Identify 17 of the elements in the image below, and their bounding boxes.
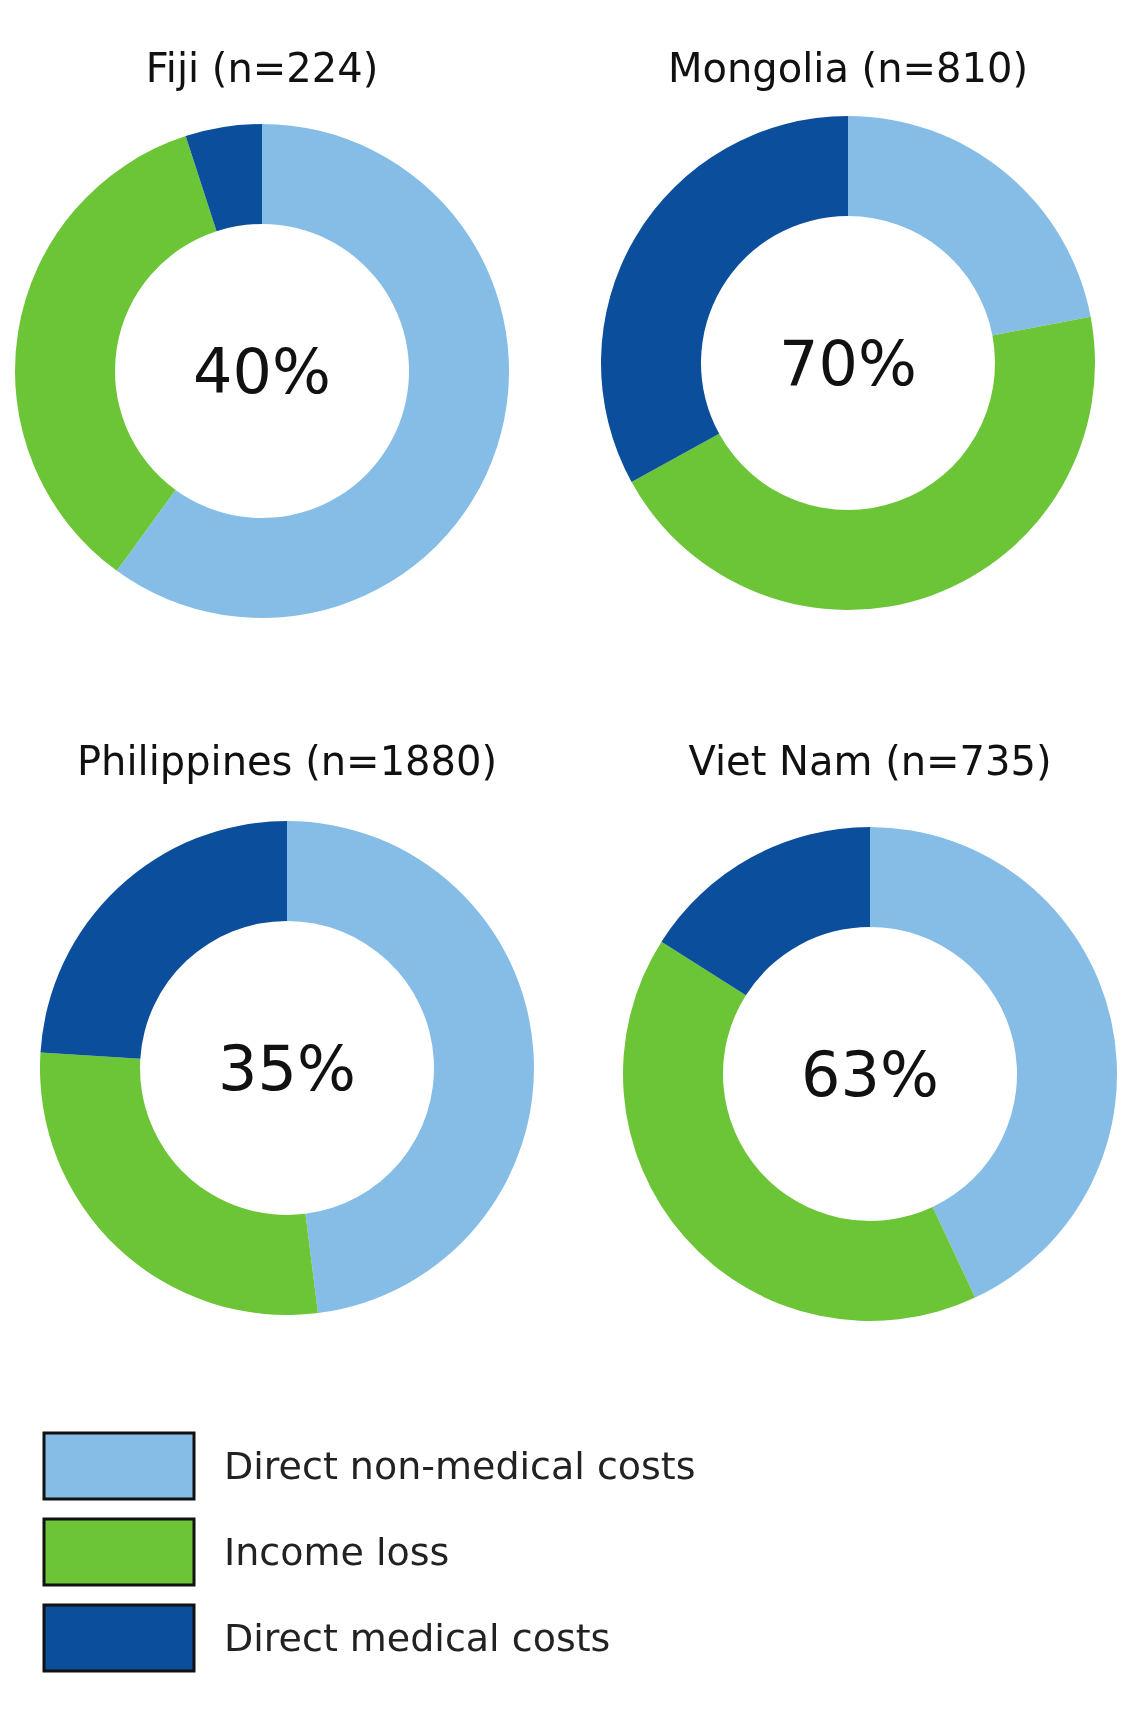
donut-slice (848, 116, 1091, 336)
chart-title: Philippines (n=1880) (76, 738, 498, 784)
text: 70% (779, 327, 917, 400)
text: 63% (801, 1038, 939, 1111)
chart-title: Fiji (n=224) (145, 45, 379, 91)
chart-title: Viet Nam (n=735) (688, 738, 1052, 784)
donut-slice (631, 316, 1095, 610)
donut-slice (116, 124, 509, 618)
text: 40% (193, 335, 331, 408)
chart-title: Mongolia (n=810) (667, 45, 1029, 91)
donut-slice (661, 827, 870, 996)
donut-slice (623, 941, 976, 1321)
legend-label: Direct medical costs (224, 1616, 611, 1660)
text: 35% (218, 1032, 356, 1105)
legend-label: Direct non-medical costs (224, 1444, 696, 1488)
donut-slice (185, 124, 262, 232)
legend-label: Income loss (224, 1530, 450, 1574)
